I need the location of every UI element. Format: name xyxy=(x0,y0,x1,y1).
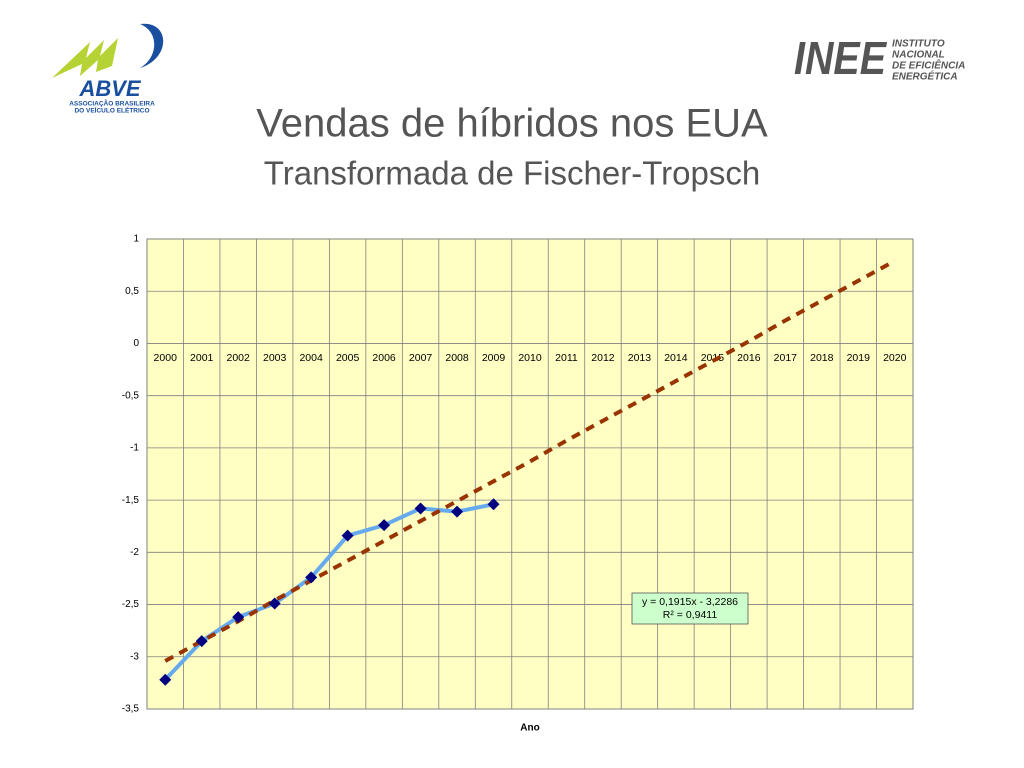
marker xyxy=(232,611,245,624)
logo-text: INEE xyxy=(794,32,887,84)
y-tick-label: -2,5 xyxy=(122,599,140,610)
y-tick-label: -2 xyxy=(130,547,139,558)
logo-line: INSTITUTO xyxy=(892,39,945,50)
x-tick-label: 2005 xyxy=(336,352,360,364)
x-tick-label: 2001 xyxy=(190,352,214,364)
x-tick-label: 2020 xyxy=(883,352,907,364)
annotation: R² = 0,9411 xyxy=(663,609,718,621)
marker xyxy=(268,597,281,610)
x-tick-label: 2010 xyxy=(518,352,542,364)
x-axis-label: Ano xyxy=(520,723,539,734)
inee-logo: INEE INSTITUTO NACIONAL DE EFICIÊNCIA EN… xyxy=(794,32,965,84)
x-tick-label: 2018 xyxy=(810,352,834,364)
y-tick-label: -0,5 xyxy=(122,390,140,401)
annotation: y = 0,1915x - 3,2286 xyxy=(642,596,738,608)
x-tick-label: 2012 xyxy=(591,352,615,364)
x-tick-label: 2009 xyxy=(482,352,506,364)
x-tick-label: 2014 xyxy=(664,352,688,364)
marker xyxy=(414,502,427,515)
y-tick-label: -1,5 xyxy=(122,495,140,506)
annotation-box xyxy=(631,592,749,625)
x-tick-label: 2016 xyxy=(737,352,761,364)
chart-subtitle: Transformada de Fischer-Tropsch xyxy=(264,155,760,192)
trend-line xyxy=(164,259,896,663)
y-tick-label: -3,5 xyxy=(122,704,140,715)
logo-text: ABVE xyxy=(78,76,141,101)
x-tick-label: 2006 xyxy=(372,352,396,364)
x-tick-label: 2002 xyxy=(227,352,251,364)
y-tick-label: 0,5 xyxy=(125,286,139,297)
y-tick-label: -1 xyxy=(130,443,139,454)
marker xyxy=(159,673,172,686)
marker xyxy=(341,529,354,542)
x-tick-label: 2008 xyxy=(445,352,469,364)
x-tick-label: 2013 xyxy=(628,352,652,364)
logo-bolt xyxy=(52,38,118,78)
logo-line: ENERGÉTICA xyxy=(892,70,958,83)
x-tick-label: 2000 xyxy=(154,352,178,364)
marker xyxy=(195,635,208,648)
chart-title: Vendas de híbridos nos EUA xyxy=(256,102,768,146)
logo-swoosh xyxy=(140,23,164,68)
x-tick-label: 2017 xyxy=(774,352,798,364)
marker xyxy=(487,498,500,511)
x-tick-label: 2004 xyxy=(299,352,323,364)
logo-tagline: DO VEÍCULO ELÉTRICO xyxy=(74,106,149,115)
x-tick-label: 2015 xyxy=(701,352,725,364)
x-tick-label: 2003 xyxy=(263,352,287,364)
logo-line: DE EFICIÊNCIA xyxy=(892,59,965,72)
marker xyxy=(451,505,464,518)
x-tick-label: 2019 xyxy=(847,352,871,364)
marker xyxy=(378,519,391,532)
logo-line: NACIONAL xyxy=(892,50,945,61)
plot-area xyxy=(146,238,914,710)
y-tick-label: 0 xyxy=(133,338,139,349)
abve-logo: ABVE ASSOCIAÇÃO BRASILEIRA DO VEÍCULO EL… xyxy=(52,23,164,115)
y-tick-label: 1 xyxy=(133,234,139,245)
marker xyxy=(305,571,318,584)
y-tick-label: -3 xyxy=(130,651,139,662)
x-tick-label: 2011 xyxy=(555,352,578,364)
x-tick-label: 2007 xyxy=(409,352,433,364)
logo-tagline: ASSOCIAÇÃO BRASILEIRA xyxy=(69,99,155,108)
